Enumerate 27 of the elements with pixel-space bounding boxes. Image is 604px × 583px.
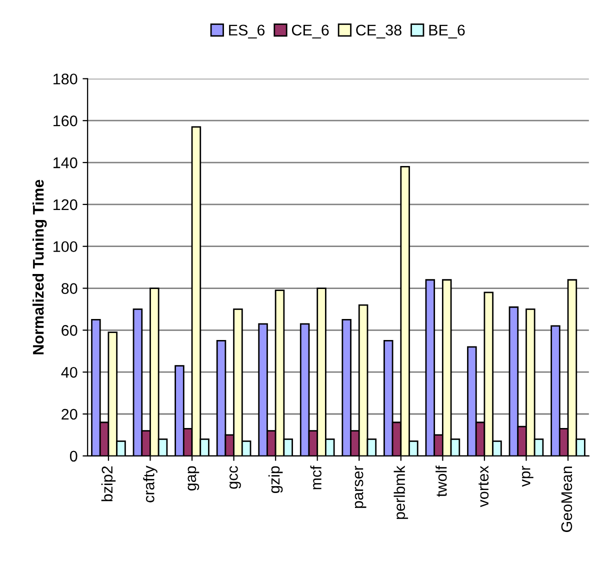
x-tick-label: GeoMean bbox=[561, 466, 572, 532]
legend-label: ES_6 bbox=[229, 24, 265, 38]
y-tick-label: 140 bbox=[54, 157, 78, 168]
y-tick-label: 20 bbox=[62, 408, 78, 420]
x-tick-label: parser bbox=[354, 466, 366, 508]
y-tick-label: 60 bbox=[62, 325, 78, 336]
y-tick-label: 0 bbox=[70, 450, 78, 462]
y-tick-label: 120 bbox=[54, 199, 78, 210]
y-tick-label: 100 bbox=[54, 241, 78, 252]
y-tick-label: 80 bbox=[62, 283, 78, 294]
y-tick-label: 180 bbox=[54, 74, 78, 84]
x-tick-label: twolf bbox=[436, 466, 447, 497]
y-axis-title: Normalized Tuning Time bbox=[32, 180, 47, 354]
x-tick-label: gcc bbox=[230, 466, 241, 489]
y-tick-label: 160 bbox=[54, 115, 78, 126]
legend-label: BE_6 bbox=[429, 24, 465, 38]
legend-label: CE_6 bbox=[292, 24, 329, 38]
x-tick-label: perlbmk bbox=[394, 466, 408, 519]
x-tick-label: vortex bbox=[478, 466, 489, 508]
x-tick-label: crafty bbox=[143, 466, 158, 502]
x-tick-label: bzip2 bbox=[101, 466, 116, 502]
y-tick-label: 40 bbox=[61, 366, 78, 378]
x-tick-label: gap bbox=[188, 466, 200, 490]
x-tick-label: mcf bbox=[310, 466, 322, 490]
x-tick-label: gzip bbox=[268, 466, 283, 494]
legend-label: CE_38 bbox=[356, 24, 402, 38]
x-tick-label: vpr bbox=[522, 466, 534, 487]
